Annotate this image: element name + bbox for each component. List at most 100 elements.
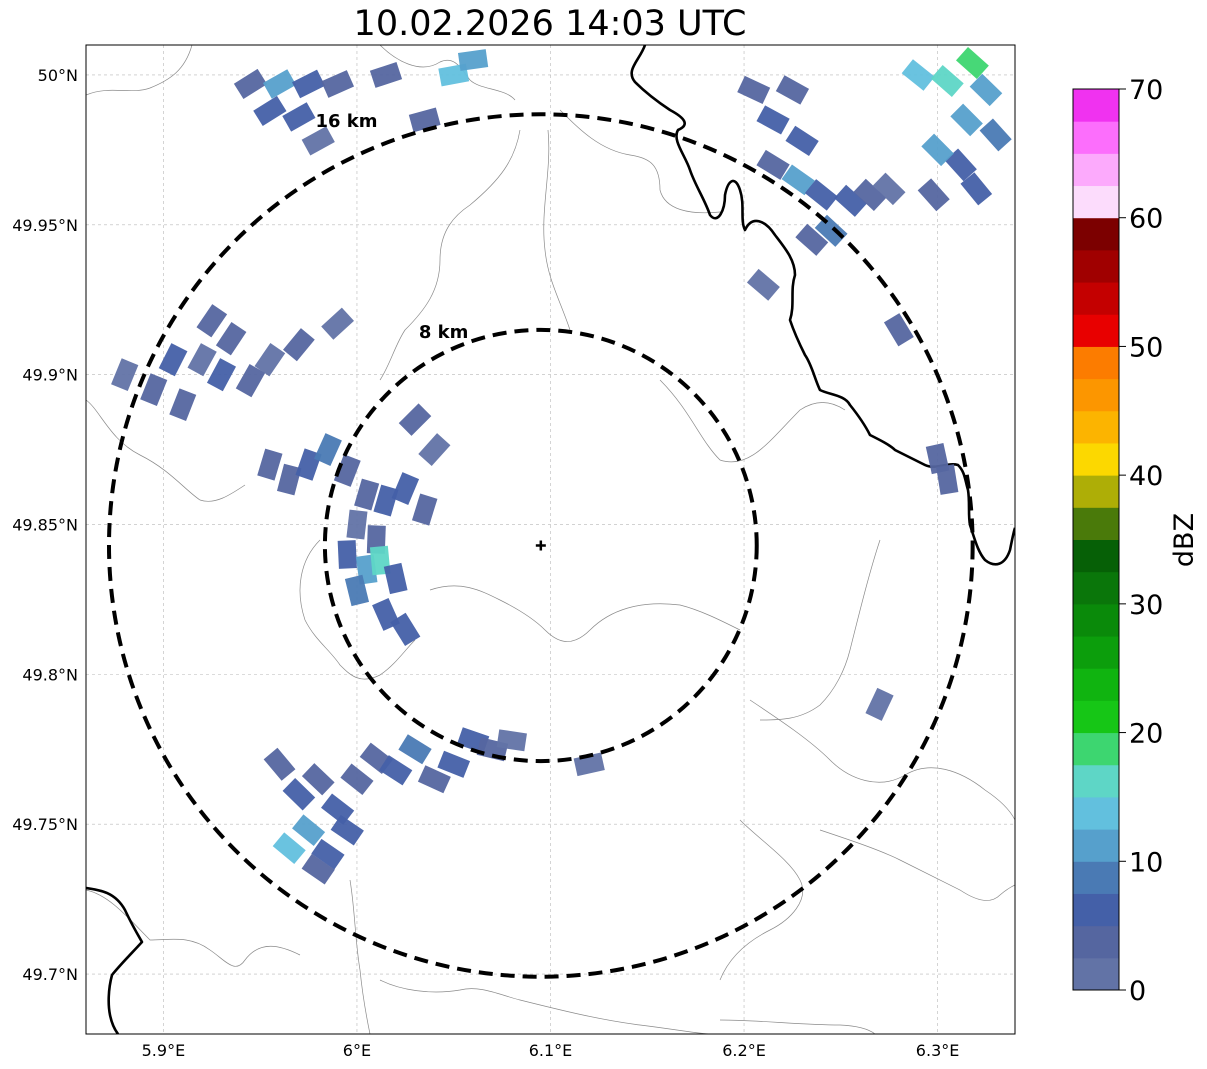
boundary-line (749, 699, 1015, 821)
lon-tick-label: 6.2°E (722, 1041, 766, 1060)
echo-cell (257, 448, 283, 481)
longitude-axis: 5.9°E 6°E 6.1°E 6.2°E 6.3°E (142, 1041, 960, 1060)
colorbar-bin (1073, 185, 1119, 219)
colorbar-tick-label: 0 (1129, 976, 1146, 1007)
echo-cell (865, 687, 894, 721)
echo-cell (379, 755, 413, 786)
echo-cell (233, 68, 268, 100)
colorbar-bin (1073, 571, 1119, 605)
echo-cell (411, 493, 438, 526)
echo-cell (301, 853, 335, 885)
latitude-axis: 50°N 49.95°N 49.9°N 49.85°N 49.8°N 49.75°N 49.… (12, 66, 78, 984)
boundary-line (543, 129, 571, 331)
colorbar-bin (1073, 314, 1119, 347)
echo-cell (321, 793, 355, 825)
boundary-line (719, 1019, 876, 1034)
echo-cell (354, 478, 380, 511)
boundary-line (379, 979, 711, 1034)
boundary-line (299, 539, 416, 680)
echo-cell (169, 388, 197, 421)
colorbar-bin (1073, 249, 1119, 283)
echo-cell (921, 133, 954, 167)
echo-cell (206, 358, 237, 392)
echo-cell (775, 75, 810, 105)
echo-cell (746, 268, 780, 301)
echo-cell (781, 164, 815, 196)
lat-tick-label: 49.9°N (22, 366, 78, 385)
colorbar-tick-label: 40 (1129, 461, 1163, 492)
echo-cell (417, 765, 451, 794)
echo-cell (282, 778, 316, 811)
boundary-line (659, 379, 846, 463)
range-ring (106, 112, 975, 979)
colorbar-bin (1073, 732, 1119, 766)
colorbar-tick-label: 20 (1129, 719, 1163, 750)
range-rings: 8 km 16 km (106, 111, 975, 979)
echo-cell (795, 223, 829, 256)
echo-cell (883, 313, 914, 347)
echo-cell (391, 472, 420, 505)
echo-cell (215, 322, 247, 356)
colorbar-bin (1073, 121, 1119, 154)
range-ring-label: 16 km (315, 111, 377, 132)
colorbar-bin (1073, 764, 1119, 798)
echo-cell (301, 126, 335, 156)
echo-cell (960, 172, 993, 206)
echo-cell (111, 358, 139, 392)
echo-cell (834, 184, 867, 217)
lon-tick-label: 6.1°E (529, 1041, 573, 1060)
lat-tick-label: 49.95°N (12, 216, 78, 235)
echo-cell (340, 763, 374, 795)
echo-cell (437, 750, 471, 778)
echo-cell (390, 612, 421, 647)
echo-cell (344, 574, 370, 607)
echo-cell (158, 343, 188, 377)
echo-cell (276, 463, 302, 496)
lon-tick-label: 6°E (343, 1041, 371, 1060)
colorbar-tick-label: 70 (1129, 75, 1163, 106)
echo-cell (756, 105, 790, 135)
echo-cell (804, 179, 839, 211)
colorbar-bin (1073, 829, 1119, 862)
echo-cell (253, 95, 287, 126)
boundary-line (86, 399, 246, 502)
echo-cell (930, 64, 964, 97)
echo-cell (418, 433, 451, 467)
boundary-line (819, 829, 1015, 901)
colorbar-bin (1073, 925, 1119, 959)
radar-site-marker (535, 540, 546, 551)
echo-cell (321, 70, 355, 98)
echo-cell (292, 814, 326, 847)
echo-cell (346, 509, 368, 540)
colorbar-tick-label: 10 (1129, 847, 1163, 878)
boundary-line (379, 129, 521, 381)
range-ring (322, 327, 759, 764)
colorbar-bin (1073, 217, 1119, 251)
colorbar-bin (1073, 507, 1119, 540)
echo-cell (979, 118, 1012, 152)
colorbar-bin (1073, 700, 1119, 734)
range-ring-label: 8 km (419, 322, 469, 343)
echo-cell (321, 307, 355, 340)
colorbar-bin (1073, 153, 1119, 187)
echo-cell (917, 178, 950, 212)
echo-cell (313, 433, 342, 467)
country-borders (86, 45, 1015, 1034)
boundary-line (429, 585, 741, 642)
echo-cell (263, 747, 296, 781)
boundary-line (349, 879, 371, 1034)
boundary-line (759, 539, 881, 721)
country-border-southwest (86, 886, 144, 1034)
echo-cell (901, 59, 935, 91)
map-frame (85, 44, 1016, 1035)
map-area[interactable]: 8 km 16 km (86, 45, 1015, 1034)
lat-tick-label: 50°N (38, 66, 78, 85)
colorbar-tick-label: 30 (1129, 590, 1163, 621)
echo-cell (737, 75, 771, 105)
echo-cell (969, 73, 1003, 107)
echo-cell (814, 214, 848, 247)
colorbar-bin (1073, 957, 1119, 991)
lat-tick-label: 49.8°N (22, 665, 78, 684)
echo-cell (872, 172, 906, 206)
echo-cell (756, 149, 790, 180)
